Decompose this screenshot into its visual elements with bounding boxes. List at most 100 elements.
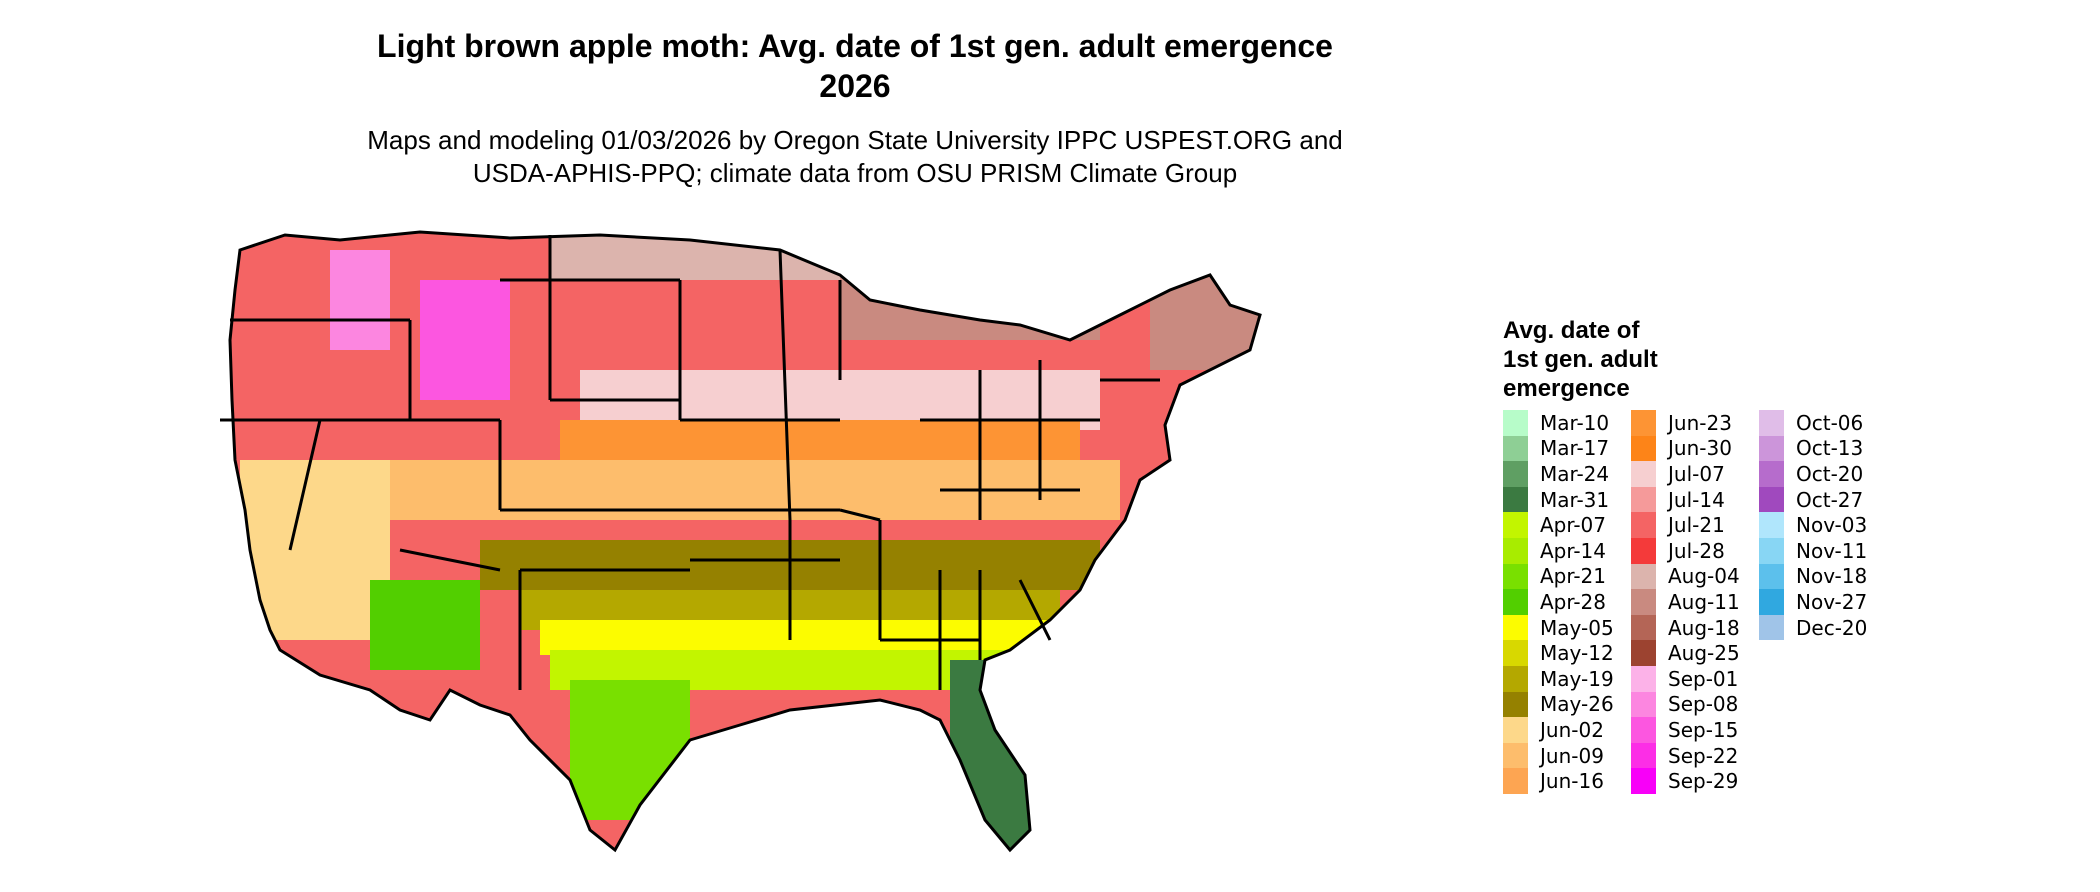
legend-item: Jun-23 bbox=[1631, 410, 1759, 436]
legend-item: Mar-31 bbox=[1503, 486, 1631, 513]
legend-item: Jun-16 bbox=[1503, 768, 1631, 794]
legend-swatch bbox=[1631, 768, 1656, 794]
legend-item: Oct-20 bbox=[1759, 461, 1887, 487]
legend-item: Aug-04 bbox=[1631, 563, 1759, 590]
legend-label: Apr-14 bbox=[1540, 538, 1606, 563]
legend-swatch bbox=[1503, 563, 1528, 590]
legend-label: Oct-27 bbox=[1796, 487, 1864, 512]
legend-item: Jul-28 bbox=[1631, 537, 1759, 564]
legend-item: Jun-30 bbox=[1631, 435, 1759, 462]
legend-label: Mar-17 bbox=[1540, 436, 1610, 461]
legend-label: May-05 bbox=[1540, 615, 1614, 640]
legend-label: Sep-01 bbox=[1668, 666, 1739, 691]
legend-swatch bbox=[1503, 742, 1528, 769]
legend-item: Mar-10 bbox=[1503, 410, 1631, 436]
state-borders bbox=[220, 230, 1262, 853]
legend-swatch bbox=[1503, 435, 1528, 462]
legend-swatch bbox=[1631, 486, 1656, 513]
legend-label: Apr-07 bbox=[1540, 513, 1606, 538]
legend-swatch bbox=[1631, 589, 1656, 615]
legend-item: Apr-28 bbox=[1503, 589, 1631, 615]
legend-item: Sep-01 bbox=[1631, 665, 1759, 692]
legend-label: Nov-18 bbox=[1796, 564, 1868, 589]
legend-item: Oct-06 bbox=[1759, 410, 1887, 436]
legend-item: Nov-27 bbox=[1759, 589, 1887, 615]
legend-swatch bbox=[1503, 537, 1528, 564]
legend-item: Jun-09 bbox=[1503, 742, 1631, 769]
legend-swatch bbox=[1503, 486, 1528, 513]
zone-northern-plains bbox=[550, 232, 1050, 280]
legend-column: Mar-10 Mar-17 Mar-24 Mar-31 Apr-07 Apr-14 Apr-… bbox=[1503, 410, 1631, 794]
legend-swatch bbox=[1631, 537, 1656, 564]
legend-label: Dec-20 bbox=[1796, 615, 1868, 640]
zone-arizona-desert bbox=[370, 580, 480, 670]
legend-label: Jun-30 bbox=[1668, 436, 1732, 461]
legend-swatch bbox=[1759, 410, 1784, 436]
legend-item: Apr-14 bbox=[1503, 537, 1631, 564]
legend-label: Oct-06 bbox=[1796, 410, 1864, 435]
legend-swatch bbox=[1503, 640, 1528, 666]
legend-swatch bbox=[1759, 486, 1784, 513]
legend-swatch bbox=[1503, 410, 1528, 436]
legend-column: Jun-23 Jun-30 Jul-07 Jul-14 Jul-21 Jul-28 Aug-… bbox=[1631, 410, 1759, 794]
legend-title-line: 1st gen. adult bbox=[1503, 346, 1658, 373]
map-subtitle: Maps and modeling 01/03/2026 by Oregon S… bbox=[250, 124, 1460, 190]
map-title: Light brown apple moth: Avg. date of 1st… bbox=[250, 26, 1460, 106]
zone-florida bbox=[950, 660, 1050, 850]
zone-texas-coast bbox=[570, 680, 690, 820]
legend-item: Jul-14 bbox=[1631, 486, 1759, 513]
legend-swatch bbox=[1503, 691, 1528, 718]
legend-label: Nov-03 bbox=[1796, 513, 1868, 538]
us-outline bbox=[228, 230, 1262, 853]
legend-item: Sep-08 bbox=[1631, 691, 1759, 718]
zone-gulf-yellow bbox=[540, 620, 1060, 655]
legend-swatch bbox=[1631, 410, 1656, 436]
map-subtitle-line-2: USDA-APHIS-PPQ; climate data from OSU PR… bbox=[472, 158, 1238, 188]
legend-label: Jun-23 bbox=[1668, 410, 1732, 435]
legend-label: Apr-28 bbox=[1540, 589, 1606, 614]
legend-swatch bbox=[1759, 537, 1784, 564]
legend-label: Oct-13 bbox=[1796, 436, 1864, 461]
legend-swatch bbox=[1631, 614, 1656, 641]
legend-swatch bbox=[1503, 461, 1528, 487]
legend-item: May-19 bbox=[1503, 665, 1631, 692]
legend-label: Mar-31 bbox=[1540, 487, 1610, 512]
legend-label: May-12 bbox=[1540, 641, 1614, 666]
legend-item: Aug-18 bbox=[1631, 614, 1759, 641]
legend-swatch bbox=[1503, 665, 1528, 692]
legend-swatch bbox=[1503, 512, 1528, 538]
legend-swatch bbox=[1631, 717, 1656, 743]
legend-label: Jun-09 bbox=[1540, 743, 1604, 768]
zone-idaho-high bbox=[330, 250, 390, 350]
legend-label: Jul-07 bbox=[1668, 461, 1725, 486]
legend-label: Oct-20 bbox=[1796, 461, 1864, 486]
legend-label: Sep-22 bbox=[1668, 743, 1739, 768]
legend-label: Aug-18 bbox=[1668, 615, 1740, 640]
legend-swatch bbox=[1759, 614, 1784, 641]
legend-item: Nov-18 bbox=[1759, 563, 1887, 590]
legend-label: Sep-29 bbox=[1668, 769, 1739, 794]
legend-label: Sep-08 bbox=[1668, 692, 1739, 717]
legend-item: May-05 bbox=[1503, 614, 1631, 641]
legend-item: May-26 bbox=[1503, 691, 1631, 718]
legend-swatch bbox=[1503, 717, 1528, 743]
legend-item: Aug-11 bbox=[1631, 589, 1759, 615]
legend-item: Nov-11 bbox=[1759, 537, 1887, 564]
legend-item: Mar-17 bbox=[1503, 435, 1631, 462]
legend-item: Aug-25 bbox=[1631, 640, 1759, 666]
legend-label: Sep-15 bbox=[1668, 717, 1739, 742]
legend-swatch bbox=[1631, 461, 1656, 487]
legend-item: Mar-24 bbox=[1503, 461, 1631, 487]
legend-title-line: Avg. date of bbox=[1503, 317, 1640, 344]
legend-item: Apr-07 bbox=[1503, 512, 1631, 538]
legend-label: Jun-02 bbox=[1540, 717, 1604, 742]
map-title-line-1: Light brown apple moth: Avg. date of 1st… bbox=[377, 28, 1333, 64]
legend-swatch bbox=[1631, 640, 1656, 666]
legend-item: Jul-21 bbox=[1631, 512, 1759, 538]
legend-label: Mar-24 bbox=[1540, 461, 1610, 486]
legend-swatch bbox=[1631, 512, 1656, 538]
legend-swatch bbox=[1631, 665, 1656, 692]
legend-label: May-19 bbox=[1540, 666, 1614, 691]
zone-southwest bbox=[240, 460, 390, 640]
legend-item: Apr-21 bbox=[1503, 563, 1631, 590]
